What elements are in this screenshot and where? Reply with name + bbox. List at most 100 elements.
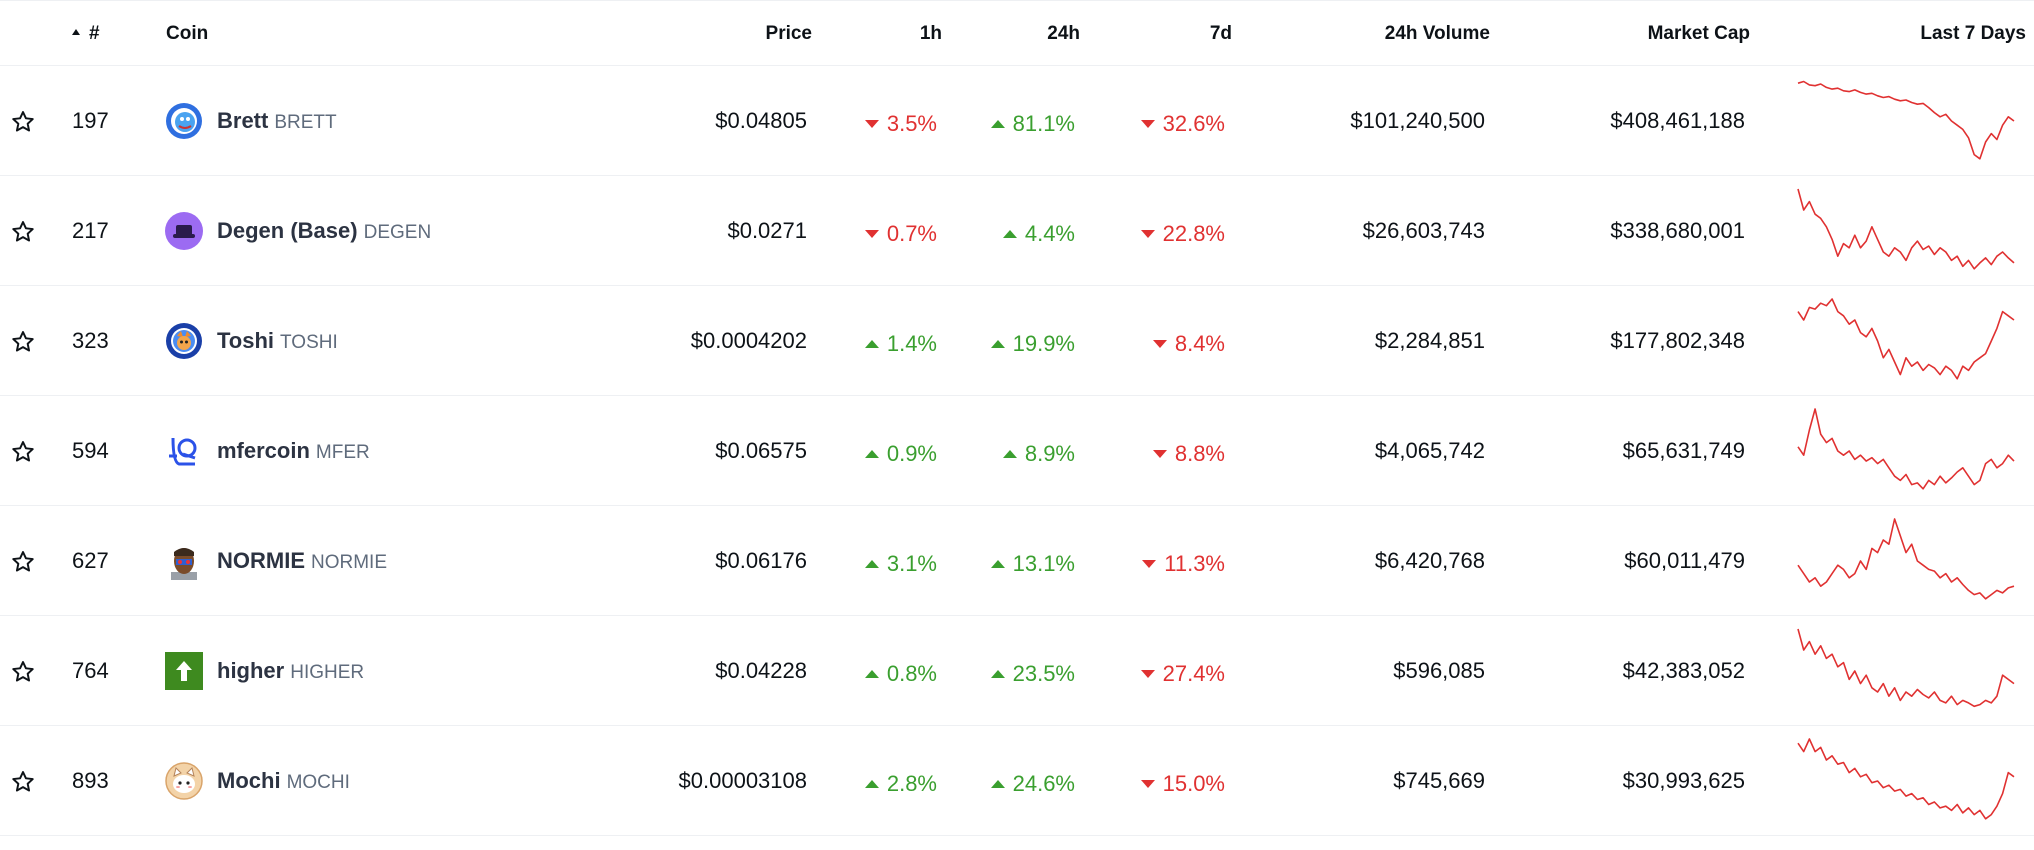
coin-name[interactable]: Degen (Base) DEGEN	[217, 176, 431, 286]
caret-up-icon	[864, 780, 879, 788]
volume-header[interactable]: 24h Volume	[1384, 23, 1490, 44]
h24-change-cell: 4.4%	[960, 176, 1075, 286]
sparkline-chart	[1797, 406, 2015, 501]
star-icon[interactable]	[10, 109, 36, 135]
coin-name[interactable]: Mochi MOCHI	[217, 726, 350, 836]
market-cap-header[interactable]: Market Cap	[1647, 23, 1750, 44]
caret-up-icon	[1002, 450, 1017, 458]
h1-change-value: 2.8%	[886, 771, 937, 796]
star-icon[interactable]	[10, 219, 36, 245]
7d-header[interactable]: 7d	[1209, 23, 1232, 44]
h24-change-cell: 8.9%	[960, 396, 1075, 506]
rank-cell: 893	[72, 768, 109, 793]
coin-header[interactable]: Coin	[166, 23, 209, 44]
star-icon[interactable]	[10, 329, 36, 355]
rank-cell: 217	[72, 218, 109, 243]
star-icon[interactable]	[10, 659, 36, 685]
sparkline-chart	[1797, 76, 2015, 171]
h24-change-value: 8.9%	[1024, 441, 1075, 466]
h24-change-value: 4.4%	[1024, 221, 1075, 246]
coin-name[interactable]: NORMIE NORMIE	[217, 506, 387, 616]
d7-change-value: 27.4%	[1162, 661, 1225, 686]
sparkline-path	[1797, 298, 2015, 380]
coin-name-text[interactable]: higher	[217, 658, 285, 683]
market-cap-cell: $338,680,001	[1610, 218, 1745, 243]
higher-icon	[165, 652, 203, 690]
d7-change-value: 8.8%	[1174, 441, 1225, 466]
h24-change-cell: 19.9%	[960, 286, 1075, 396]
sparkline-path	[1797, 188, 2015, 270]
h1-change-value: 3.1%	[886, 551, 937, 576]
h24-change-value: 19.9%	[1012, 331, 1075, 356]
1h-header[interactable]: 1h	[919, 23, 942, 44]
d7-change-cell: 32.6%	[1100, 66, 1225, 176]
d7-change-value: 22.8%	[1162, 221, 1225, 246]
24h-header[interactable]: 24h	[1047, 23, 1080, 44]
star-icon[interactable]	[10, 769, 36, 795]
d7-change-value: 15.0%	[1162, 771, 1225, 796]
price-cell: $0.0271	[727, 218, 807, 243]
rank-header[interactable]: #	[72, 23, 100, 45]
market-cap-cell: $65,631,749	[1622, 438, 1745, 463]
price-cell: $0.06575	[715, 438, 807, 463]
coin-name-text[interactable]: Toshi	[217, 328, 275, 353]
caret-up-icon	[864, 560, 879, 568]
coin-name[interactable]: higher HIGHER	[217, 616, 364, 726]
market-cap-cell: $177,802,348	[1610, 328, 1745, 353]
table-row[interactable]: 217 Degen (Base) DEGEN $0.0271 0.7% 4.4% 22.8%…	[0, 176, 2034, 286]
normie-icon	[165, 542, 203, 580]
table-row[interactable]: 764 higher HIGHER $0.04228 0.8% 23.5% 27.4% $59…	[0, 616, 2034, 726]
table-row[interactable]: 197 Brett BRETT $0.04805 3.5% 81.1% 32.6% $101,…	[0, 66, 2034, 176]
d7-change-cell: 27.4%	[1100, 616, 1225, 726]
caret-down-icon	[1142, 560, 1157, 568]
market-cap-cell: $408,461,188	[1610, 108, 1745, 133]
d7-change-cell: 8.4%	[1100, 286, 1225, 396]
volume-cell: $596,085	[1393, 658, 1485, 683]
h1-change-cell: 0.9%	[820, 396, 937, 506]
d7-change-cell: 11.3%	[1100, 506, 1225, 616]
h1-change-value: 0.8%	[886, 661, 937, 686]
coin-name[interactable]: mfercoin MFER	[217, 396, 370, 506]
star-icon[interactable]	[10, 549, 36, 575]
coin-name[interactable]: Toshi TOSHI	[217, 286, 338, 396]
table-row[interactable]: 323 Toshi TOSHI $0.0004202 1.4% 19.9% 8.4% $2,2…	[0, 286, 2034, 396]
caret-down-icon	[864, 120, 879, 128]
coin-symbol: MOCHI	[286, 772, 350, 793]
mochi-icon	[165, 762, 203, 800]
sparkline-path	[1797, 518, 2015, 600]
sparkline-chart	[1797, 186, 2015, 281]
coin-name-text[interactable]: NORMIE	[217, 548, 305, 573]
price-header[interactable]: Price	[765, 23, 812, 44]
h24-change-value: 81.1%	[1012, 111, 1075, 136]
coin-symbol: TOSHI	[280, 332, 338, 353]
sparkline-path	[1797, 80, 2015, 160]
rank-cell: 764	[72, 658, 109, 683]
rank-cell: 627	[72, 548, 109, 573]
table-row[interactable]: 594 mfercoin MFER $0.06575 0.9% 8.9% 8.8% $4,06…	[0, 396, 2034, 506]
coin-symbol: BRETT	[274, 112, 337, 133]
rank-cell: 323	[72, 328, 109, 353]
coin-name-text[interactable]: mfercoin	[217, 438, 310, 463]
h24-change-value: 13.1%	[1012, 551, 1075, 576]
market-cap-cell: $60,011,479	[1624, 548, 1745, 573]
price-cell: $0.06176	[715, 548, 807, 573]
volume-cell: $101,240,500	[1350, 108, 1485, 133]
coin-name-text[interactable]: Brett	[217, 108, 269, 133]
table-row[interactable]: 627 NORMIE NORMIE $0.06176 3.1% 13.1% 11.3% $6,…	[0, 506, 2034, 616]
caret-up-icon	[990, 780, 1005, 788]
star-icon[interactable]	[10, 439, 36, 465]
d7-change-value: 8.4%	[1174, 331, 1225, 356]
coin-name-text[interactable]: Degen (Base)	[217, 218, 358, 243]
h1-change-cell: 3.1%	[820, 506, 937, 616]
volume-cell: $26,603,743	[1362, 218, 1485, 243]
coin-name-text[interactable]: Mochi	[217, 768, 281, 793]
sparkline-chart	[1797, 516, 2015, 611]
coin-name[interactable]: Brett BRETT	[217, 66, 337, 176]
rank-cell: 197	[72, 108, 109, 133]
table-row[interactable]: 893 Mochi MOCHI $0.00003108 2.8% 24.6% 15.0% $7…	[0, 726, 2034, 836]
volume-cell: $6,420,768	[1374, 548, 1485, 573]
caret-down-icon	[1152, 340, 1167, 348]
table-header: # Coin Price 1h 24h 7d 24h Volume Market…	[0, 0, 2034, 66]
caret-up-icon	[990, 670, 1005, 678]
